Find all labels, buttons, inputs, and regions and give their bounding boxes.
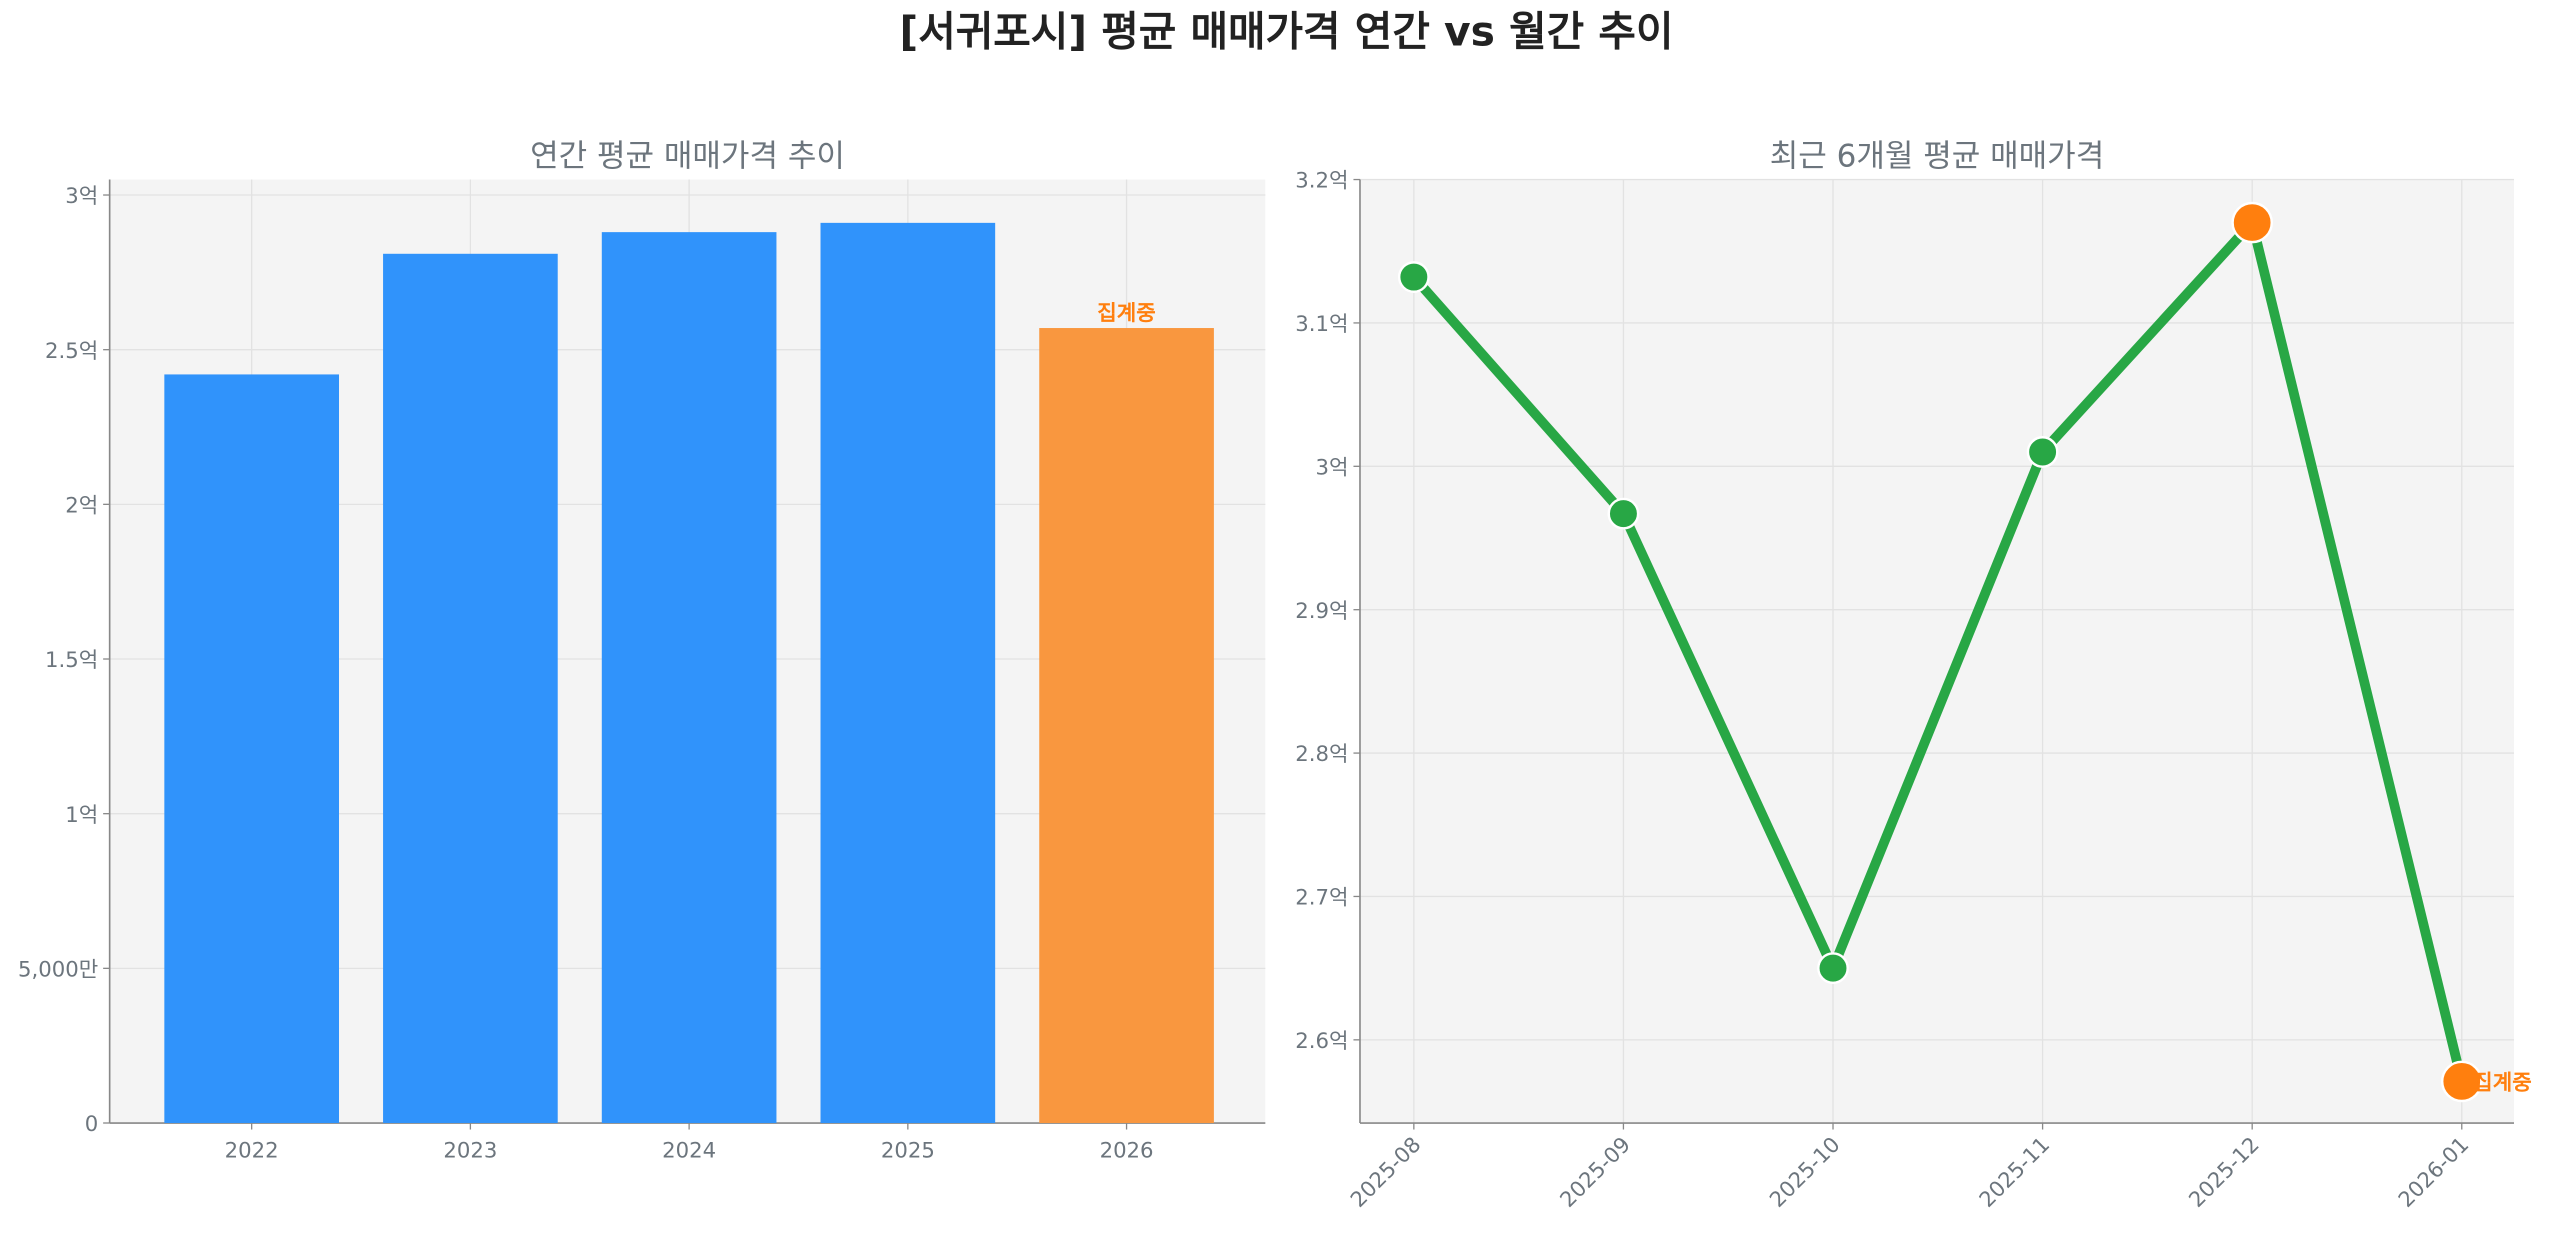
partial-annotation: 집계중	[1097, 301, 1156, 326]
bar-chart: 0 5,000만 1억 1.5억 2억 2.5억 3억 연간 평균 매매가격 추이 2022 20…	[18, 138, 1266, 1163]
y-tick-label: 2억	[65, 494, 98, 519]
x-tick-label: 2025	[881, 1138, 935, 1163]
y-tick-label: 3.2억	[1295, 169, 1348, 194]
bar-2026	[1039, 328, 1214, 1124]
x-tick-label: 2025-09	[1556, 1132, 1636, 1212]
chart-title: 연간 평균 매매가격 추이	[530, 138, 845, 174]
y-tick-label: 3.1억	[1295, 312, 1348, 337]
data-point-2026-01	[2440, 1060, 2483, 1103]
y-tick-label: 2.6억	[1295, 1029, 1348, 1054]
line-chart: 2.6억 2.7억 2.8억 2.9억 3억 3.1억 3.2억 최근 6개월 평균 매매가격…	[1295, 138, 2531, 1212]
data-point-2025-10	[1817, 952, 1849, 985]
x-tick-label: 2025-12	[2184, 1132, 2264, 1212]
plot-background	[1359, 179, 2514, 1124]
y-tick-label: 0	[85, 1112, 99, 1137]
bar-2022	[164, 374, 339, 1124]
x-tick-label: 2025-11	[1975, 1132, 2055, 1212]
x-tick-label: 2025-08	[1346, 1132, 1426, 1212]
y-tick-label: 2.9억	[1295, 599, 1348, 624]
data-point-2025-11	[2026, 436, 2059, 468]
chart-title: 최근 6개월 평균 매매가격	[1770, 138, 2104, 174]
x-tick-label: 2026-01	[2394, 1132, 2474, 1212]
x-tick-label: 2025-10	[1765, 1132, 1845, 1212]
x-tick-label: 2024	[662, 1138, 716, 1163]
y-tick-label: 3억	[65, 184, 98, 209]
x-tick-label: 2023	[443, 1138, 497, 1163]
x-tick-label: 2026	[1100, 1138, 1154, 1163]
x-tick-label: 2022	[225, 1138, 279, 1163]
data-point-2025-12	[2231, 201, 2273, 244]
figure-title: [서귀포시] 평균 매매가격 연간 vs 월간 추이	[900, 8, 1674, 56]
y-tick-label: 3억	[1316, 455, 1349, 480]
series-line	[1410, 217, 2467, 1083]
y-tick-label: 2.7억	[1295, 886, 1348, 911]
y-tick-label: 1.5억	[45, 648, 98, 673]
data-point-2025-09	[1607, 497, 1640, 530]
y-tick-label: 2.5억	[45, 339, 98, 364]
data-point-2025-08	[1397, 261, 1430, 293]
bar-2024	[601, 232, 777, 1124]
y-tick-label: 1억	[65, 803, 98, 828]
bar-2023	[383, 253, 558, 1124]
partial-annotation: 집계중	[2473, 1071, 2532, 1096]
bar-2025	[820, 222, 996, 1124]
y-tick-label: 2.8억	[1295, 742, 1348, 767]
y-tick-label: 5,000만	[18, 958, 98, 983]
